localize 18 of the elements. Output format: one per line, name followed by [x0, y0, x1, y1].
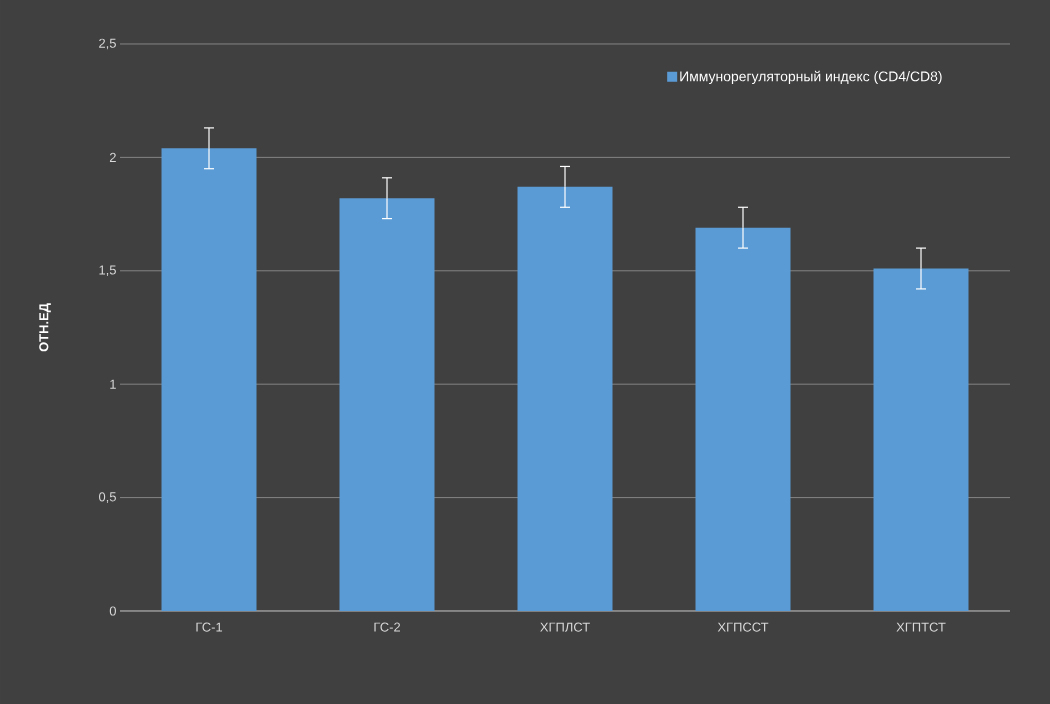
y-tick-label: 1: [110, 379, 116, 389]
bar: [161, 148, 257, 611]
bar: [517, 186, 613, 611]
x-tick-label: ХГПЛСТ: [540, 622, 590, 632]
y-axis-title: ОТН.ЕД: [39, 303, 51, 352]
y-tick-label: 2,5: [99, 38, 116, 50]
legend-label: Иммунорегуляторный индекс (CD4/CD8): [680, 70, 942, 85]
x-tick-label: ГС-2: [374, 622, 401, 632]
y-tick-label: 0,5: [98, 492, 116, 503]
bar: [339, 198, 435, 611]
y-tick-label: 2: [109, 152, 116, 162]
y-tick-label: 1,5: [99, 265, 116, 277]
bar: [873, 268, 969, 611]
x-tick-label: ГС-1: [196, 622, 223, 632]
x-tick-label: ХГПТСТ: [896, 622, 946, 632]
x-tick-label: ХГПССТ: [717, 622, 769, 632]
y-tick-label: 0: [109, 606, 116, 616]
bar: [695, 227, 791, 611]
